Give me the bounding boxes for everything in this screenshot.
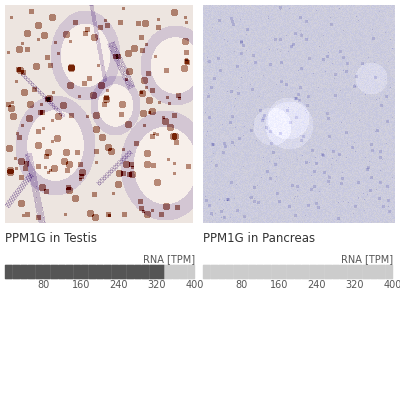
FancyBboxPatch shape <box>81 265 89 279</box>
Text: 240: 240 <box>110 280 128 290</box>
FancyBboxPatch shape <box>355 265 363 279</box>
FancyBboxPatch shape <box>286 265 294 279</box>
FancyBboxPatch shape <box>378 265 386 279</box>
Text: RNA [TPM]: RNA [TPM] <box>341 254 393 264</box>
Text: RNA [TPM]: RNA [TPM] <box>143 254 195 264</box>
FancyBboxPatch shape <box>96 265 104 279</box>
FancyBboxPatch shape <box>58 265 66 279</box>
FancyBboxPatch shape <box>104 265 112 279</box>
FancyBboxPatch shape <box>370 265 378 279</box>
FancyBboxPatch shape <box>164 265 172 279</box>
FancyBboxPatch shape <box>43 265 51 279</box>
FancyBboxPatch shape <box>172 265 180 279</box>
FancyBboxPatch shape <box>111 265 119 279</box>
FancyBboxPatch shape <box>119 265 127 279</box>
Text: 80: 80 <box>37 280 49 290</box>
FancyBboxPatch shape <box>88 265 96 279</box>
FancyBboxPatch shape <box>5 265 13 279</box>
FancyBboxPatch shape <box>340 265 348 279</box>
FancyBboxPatch shape <box>12 265 20 279</box>
FancyBboxPatch shape <box>149 265 157 279</box>
FancyBboxPatch shape <box>256 265 264 279</box>
FancyBboxPatch shape <box>241 265 249 279</box>
FancyBboxPatch shape <box>317 265 325 279</box>
FancyBboxPatch shape <box>385 265 393 279</box>
Text: 80: 80 <box>235 280 247 290</box>
FancyBboxPatch shape <box>28 265 36 279</box>
FancyBboxPatch shape <box>180 265 188 279</box>
FancyBboxPatch shape <box>50 265 58 279</box>
FancyBboxPatch shape <box>248 265 256 279</box>
FancyBboxPatch shape <box>309 265 317 279</box>
FancyBboxPatch shape <box>157 265 165 279</box>
Text: PPM1G in Testis: PPM1G in Testis <box>5 232 97 245</box>
FancyBboxPatch shape <box>279 265 287 279</box>
Text: 400: 400 <box>186 280 204 290</box>
Text: 320: 320 <box>148 280 166 290</box>
FancyBboxPatch shape <box>347 265 355 279</box>
FancyBboxPatch shape <box>66 265 74 279</box>
FancyBboxPatch shape <box>126 265 134 279</box>
Text: 160: 160 <box>270 280 288 290</box>
FancyBboxPatch shape <box>218 265 226 279</box>
Text: 160: 160 <box>72 280 90 290</box>
Text: 400: 400 <box>384 280 400 290</box>
FancyBboxPatch shape <box>233 265 241 279</box>
FancyBboxPatch shape <box>294 265 302 279</box>
FancyBboxPatch shape <box>302 265 310 279</box>
FancyBboxPatch shape <box>271 265 279 279</box>
Text: 240: 240 <box>308 280 326 290</box>
FancyBboxPatch shape <box>142 265 150 279</box>
FancyBboxPatch shape <box>226 265 234 279</box>
FancyBboxPatch shape <box>324 265 332 279</box>
FancyBboxPatch shape <box>134 265 142 279</box>
FancyBboxPatch shape <box>20 265 28 279</box>
FancyBboxPatch shape <box>264 265 272 279</box>
FancyBboxPatch shape <box>73 265 81 279</box>
Text: PPM1G in Pancreas: PPM1G in Pancreas <box>203 232 315 245</box>
FancyBboxPatch shape <box>187 265 195 279</box>
Text: 320: 320 <box>346 280 364 290</box>
FancyBboxPatch shape <box>203 265 211 279</box>
FancyBboxPatch shape <box>332 265 340 279</box>
FancyBboxPatch shape <box>210 265 218 279</box>
FancyBboxPatch shape <box>362 265 370 279</box>
FancyBboxPatch shape <box>35 265 43 279</box>
